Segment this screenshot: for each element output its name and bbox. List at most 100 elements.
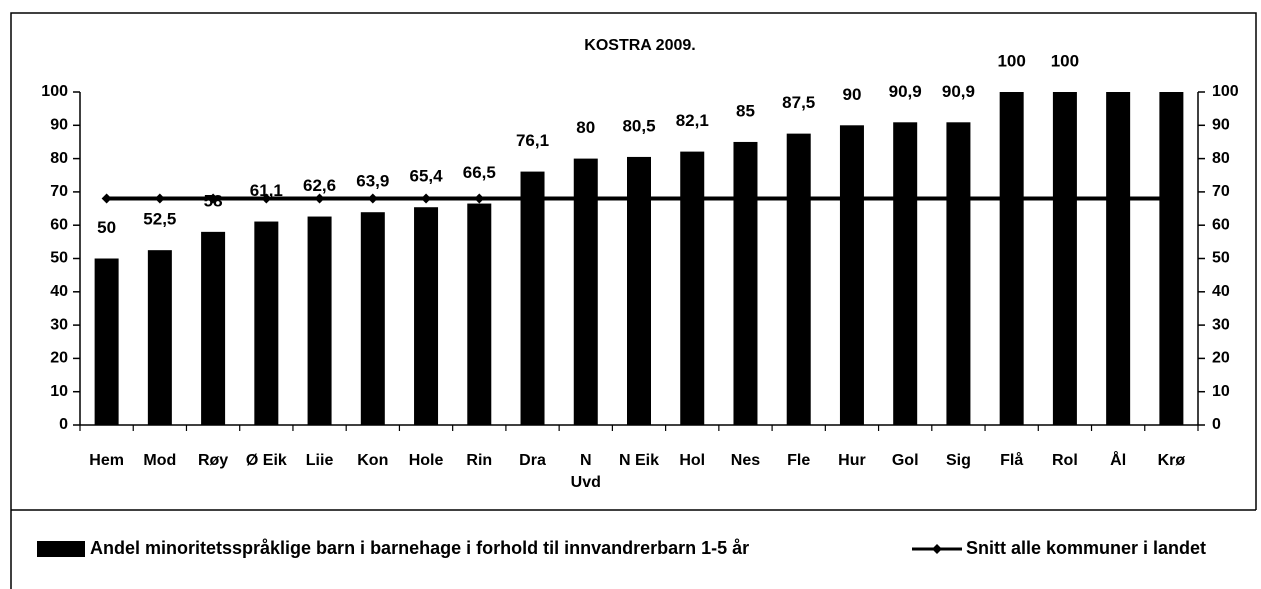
x-tick-label: Dra xyxy=(519,452,546,469)
line-marker xyxy=(1113,193,1124,204)
legend-label: Snitt alle kommuner i landet xyxy=(966,538,1206,558)
chart-title: KOSTRA 2009. xyxy=(584,37,695,54)
line-marker xyxy=(314,193,325,204)
data-label: 80,5 xyxy=(622,116,655,135)
data-label: 63,9 xyxy=(356,172,389,191)
line-marker xyxy=(687,193,698,204)
x-tick-label: Sig xyxy=(946,452,971,469)
line-marker xyxy=(1059,193,1070,204)
frame xyxy=(10,12,1257,589)
line-marker xyxy=(580,193,591,204)
bar xyxy=(1052,92,1077,425)
data-label: 66,5 xyxy=(463,163,496,182)
x-tick-label: Hol xyxy=(679,452,705,469)
bar xyxy=(94,258,119,425)
data-label: 65,4 xyxy=(410,167,444,186)
line-marker xyxy=(1166,193,1177,204)
x-tick-label: Nes xyxy=(731,452,760,469)
y-tick-label: 60 xyxy=(50,216,68,233)
y-tick-label: 100 xyxy=(41,83,68,100)
line-marker xyxy=(154,193,165,204)
data-label: 61,1 xyxy=(250,181,283,200)
y-tick-label: 70 xyxy=(50,183,68,200)
bar xyxy=(786,133,811,425)
line-marker xyxy=(953,193,964,204)
y2-tick-label: 80 xyxy=(1212,150,1230,167)
line-marker xyxy=(634,193,644,204)
data-label: 90,9 xyxy=(942,82,975,101)
y2-tick-label: 20 xyxy=(1212,350,1230,367)
data-label: 62,6 xyxy=(303,176,336,195)
data-label: 85 xyxy=(736,101,755,120)
line-marker xyxy=(846,193,857,204)
y-tick-label: 0 xyxy=(59,416,68,433)
y2-tick-label: 90 xyxy=(1212,117,1230,134)
bar xyxy=(360,212,385,425)
y2-tick-label: 40 xyxy=(1212,283,1230,300)
bar xyxy=(839,125,864,426)
data-label: 52,5 xyxy=(143,210,176,229)
bar xyxy=(733,141,758,425)
x-tick-label: Ø Eik xyxy=(246,452,287,469)
line-marker xyxy=(208,193,219,204)
x-tick-label: Mod xyxy=(143,452,176,469)
y2-tick-label: 30 xyxy=(1212,316,1230,333)
bar xyxy=(946,122,971,425)
x-tick-label: Flå xyxy=(1000,451,1023,469)
line-marker xyxy=(474,193,485,204)
y-tick-label: 90 xyxy=(50,117,68,134)
x-tick-label: N Uvd xyxy=(571,452,601,491)
data-label: 82,1 xyxy=(676,111,709,130)
y2-tick-label: 0 xyxy=(1212,416,1221,433)
data-label: 80 xyxy=(576,118,595,137)
bar xyxy=(467,203,492,425)
bar xyxy=(414,207,439,425)
y2-tick-label: 70 xyxy=(1212,183,1230,200)
x-tick-label: Hole xyxy=(409,452,444,469)
x-tick-label: Fle xyxy=(787,452,810,469)
data-label: 100 xyxy=(1051,51,1079,70)
x-tick-label: Ål xyxy=(1110,450,1126,469)
line-marker xyxy=(740,193,751,204)
bar xyxy=(307,216,332,425)
y-tick-label: 50 xyxy=(50,250,68,267)
line-marker xyxy=(793,193,804,204)
bar xyxy=(680,151,705,425)
y-tick-label: 10 xyxy=(50,383,68,400)
x-tick-label: Røy xyxy=(198,452,228,469)
y-tick-label: 40 xyxy=(50,283,68,300)
data-label: 90 xyxy=(842,85,861,104)
x-tick-label: Liie xyxy=(306,452,334,469)
bar xyxy=(893,122,918,425)
bar xyxy=(254,221,279,425)
x-tick-label: Rin xyxy=(466,452,492,469)
bar xyxy=(1159,92,1184,425)
line-marker xyxy=(101,193,112,204)
line-marker xyxy=(421,193,432,204)
x-tick-label: Gol xyxy=(892,452,919,469)
y2-tick-label: 10 xyxy=(1212,383,1230,400)
x-tick-label: N Eik xyxy=(619,452,659,469)
bar xyxy=(147,250,172,425)
legend-marker xyxy=(932,544,942,554)
line-marker xyxy=(261,193,272,204)
bar xyxy=(520,171,545,425)
x-tick-label: Hem xyxy=(89,452,124,469)
line-marker xyxy=(367,193,378,204)
data-label: 76,1 xyxy=(516,131,549,150)
x-tick-label: Krø xyxy=(1158,452,1186,469)
bar xyxy=(201,231,226,425)
data-label: 87,5 xyxy=(782,93,815,112)
bar xyxy=(999,92,1024,425)
y-tick-label: 30 xyxy=(50,316,68,333)
line-marker xyxy=(527,193,538,204)
y-tick-label: 80 xyxy=(50,150,68,167)
legend-label: Andel minoritetsspråklige barn i barneha… xyxy=(90,538,749,558)
y2-tick-label: 60 xyxy=(1212,216,1230,233)
y2-tick-label: 100 xyxy=(1212,83,1239,100)
data-label: 90,9 xyxy=(889,82,922,101)
x-tick-label: Kon xyxy=(357,452,388,469)
x-tick-label: Hur xyxy=(838,452,866,469)
legend-swatch xyxy=(37,541,85,557)
